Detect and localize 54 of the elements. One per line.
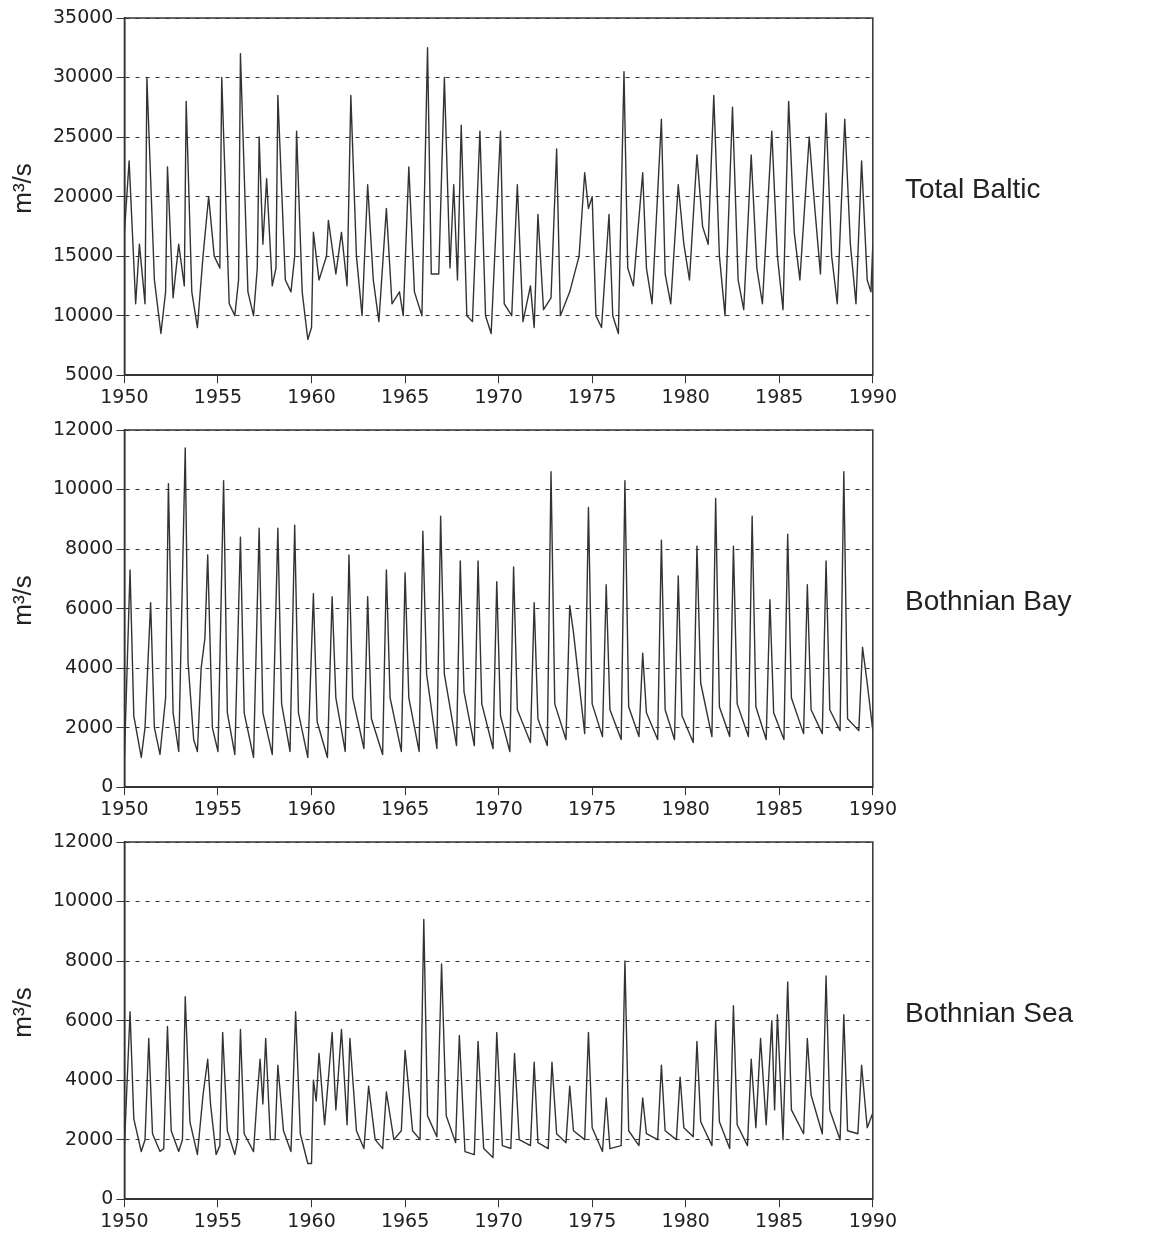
- y-tick-label: 20000: [52, 183, 114, 206]
- y-tick-label: 0: [101, 1186, 114, 1209]
- x-tick-label: 1970: [474, 1208, 523, 1231]
- x-tick-label: 1955: [193, 796, 243, 819]
- x-tick-label: 1965: [380, 796, 430, 819]
- y-tick-label: 4000: [65, 1067, 114, 1090]
- y-tick-label: 2000: [65, 1126, 114, 1149]
- x-tick-label: 1975: [568, 384, 617, 407]
- y-tick-label: 6000: [65, 1007, 114, 1030]
- x-tick-label: 1985: [755, 1208, 804, 1231]
- y-tick-label: 8000: [65, 536, 114, 558]
- y-tick-label: 10000: [52, 888, 114, 911]
- x-tick-label: 1965: [380, 1208, 430, 1231]
- x-tick-label: 1955: [193, 1208, 243, 1231]
- y-tick-label: 35000: [52, 4, 114, 27]
- y-tick-label: 6000: [65, 595, 114, 618]
- x-tick-label: 1980: [661, 1208, 710, 1231]
- x-tick-label: 1980: [661, 384, 710, 407]
- y-tick-label: 10000: [52, 476, 114, 499]
- x-tick-label: 1975: [568, 796, 617, 819]
- x-tick-label: 1955: [193, 384, 243, 407]
- x-tick-label: 1990: [848, 1208, 897, 1231]
- x-tick-label: 1985: [755, 384, 804, 407]
- x-tick-label: 1960: [287, 796, 336, 819]
- y-tick-label: 30000: [52, 64, 114, 87]
- text: Total Baltic: [905, 173, 1041, 206]
- x-tick-label: 1985: [755, 796, 804, 819]
- y-tick-label: 2000: [65, 714, 114, 737]
- y-tick-label: 15000: [52, 243, 114, 266]
- x-tick-label: 1990: [848, 796, 897, 819]
- y-axis-title: m³/s: [6, 574, 38, 628]
- text: Bothnian Sea: [905, 997, 1074, 1030]
- y-tick-label: 12000: [52, 416, 114, 439]
- x-tick-label: 1990: [848, 384, 897, 407]
- y-axis-title: m³/s: [6, 162, 38, 216]
- y-tick-label: 4000: [65, 655, 114, 678]
- x-tick-label: 1970: [474, 796, 523, 819]
- y-tick-label: 12000: [52, 828, 114, 851]
- x-tick-label: 1960: [287, 1208, 336, 1231]
- y-tick-label: 0: [101, 774, 114, 797]
- x-tick-label: 1950: [100, 384, 149, 407]
- y-tick-label: 5000: [65, 362, 114, 385]
- x-tick-label: 1950: [100, 1208, 149, 1231]
- x-tick-label: 1970: [474, 384, 523, 407]
- text: Bothnian Bay: [905, 585, 1072, 618]
- y-tick-label: 10000: [52, 302, 114, 325]
- x-tick-label: 1975: [568, 1208, 617, 1231]
- x-tick-label: 1965: [380, 384, 430, 407]
- x-tick-label: 1950: [100, 796, 149, 819]
- y-axis-title: m³/s: [6, 986, 38, 1040]
- y-tick-label: 25000: [52, 124, 114, 146]
- x-tick-label: 1980: [661, 796, 710, 819]
- y-tick-label: 8000: [65, 948, 114, 970]
- x-tick-label: 1960: [287, 384, 336, 407]
